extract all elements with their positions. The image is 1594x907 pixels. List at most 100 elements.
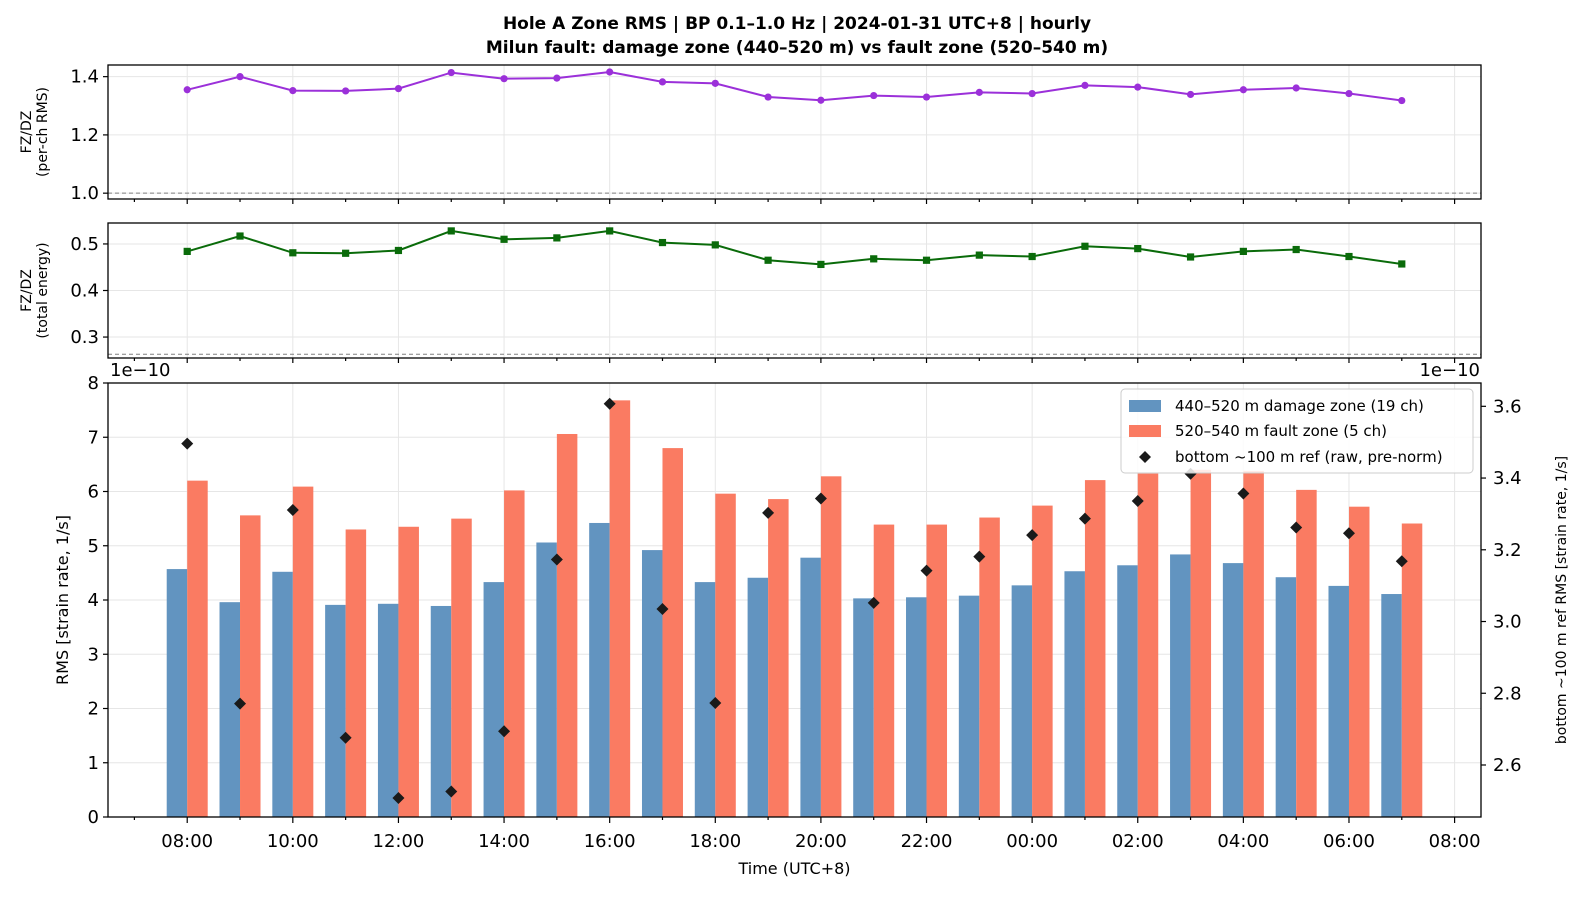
bar-fault-zone bbox=[1032, 505, 1053, 817]
bar-damage-zone bbox=[1011, 585, 1033, 817]
x-tick-label: 06:00 bbox=[1323, 831, 1375, 852]
data-point bbox=[1028, 89, 1036, 98]
y-axis-label-line1: FZ/DZ bbox=[19, 111, 35, 154]
legend: 440–520 m damage zone (19 ch) 520–540 m f… bbox=[1120, 388, 1474, 474]
series-line bbox=[186, 229, 1402, 266]
data-point bbox=[870, 255, 878, 263]
bar-fault-zone bbox=[715, 493, 736, 817]
data-point bbox=[870, 91, 878, 100]
y-tick-label: 0.5 bbox=[70, 234, 99, 255]
bar-fault-zone bbox=[1348, 506, 1370, 817]
x-tick-label: 08:00 bbox=[1429, 831, 1481, 852]
bar-fault-zone bbox=[345, 529, 367, 817]
y-tick-label: 0 bbox=[88, 807, 99, 828]
y-axis-label-line1: FZ/DZ bbox=[19, 269, 35, 312]
ref-diamond-point bbox=[1237, 487, 1250, 500]
bar-fault-zone bbox=[768, 499, 789, 817]
bar-fault-zone bbox=[662, 448, 683, 817]
y-offset-label-right: 1e−10 bbox=[1419, 360, 1480, 381]
x-tick-label: 04:00 bbox=[1217, 831, 1269, 852]
bar-damage-zone bbox=[430, 605, 452, 817]
legend-label-damage-zone: 440–520 m damage zone (19 ch) bbox=[1175, 397, 1424, 415]
y-axis-label-line2: (per-ch RMS) bbox=[35, 87, 51, 177]
data-point bbox=[1134, 245, 1142, 253]
y-tick-label: 0.3 bbox=[70, 327, 99, 348]
bar-fault-zone bbox=[292, 486, 314, 817]
y-tick-label: 1 bbox=[88, 753, 99, 774]
bar-fault-zone bbox=[979, 517, 1000, 817]
bar-fault-zone bbox=[187, 480, 208, 817]
bar-damage-zone bbox=[1275, 577, 1297, 817]
x-tick-label: 14:00 bbox=[478, 831, 530, 852]
ref-diamond-point bbox=[1342, 527, 1355, 540]
ref-diamond-point bbox=[814, 492, 827, 505]
data-point bbox=[1292, 84, 1300, 92]
bar-damage-zone bbox=[1117, 565, 1138, 817]
rms-bar-panel: 0 1 2 3 4 5 6 7 8 2.6 2.8 3.0 3.2 3.4 3.6 08:00 10:00 12:… bbox=[53, 360, 1570, 878]
bar-fault-zone bbox=[609, 400, 631, 817]
bar-damage-zone bbox=[958, 595, 980, 817]
data-point bbox=[711, 241, 719, 249]
data-point bbox=[1292, 245, 1300, 254]
y2-tick-label: 3.4 bbox=[1493, 468, 1522, 489]
data-point bbox=[606, 68, 614, 76]
ref-diamond-point bbox=[762, 506, 775, 519]
data-point bbox=[183, 247, 191, 255]
bar-damage-zone bbox=[641, 550, 663, 817]
ref-diamond-point bbox=[603, 397, 616, 410]
bar-damage-zone bbox=[694, 582, 716, 817]
ref-diamond-point bbox=[709, 696, 722, 709]
y-axis-label-line2: (total energy) bbox=[35, 242, 51, 338]
bar-damage-zone bbox=[800, 557, 821, 817]
data-point bbox=[1028, 252, 1036, 261]
bar-fault-zone bbox=[1190, 469, 1212, 817]
y-tick-label: 6 bbox=[88, 482, 99, 503]
bar-damage-zone bbox=[747, 577, 769, 817]
legend-label-fault-zone: 520–540 m fault zone (5 ch) bbox=[1175, 422, 1387, 440]
bar-damage-zone bbox=[1222, 563, 1244, 817]
data-point bbox=[289, 249, 297, 257]
bar-damage-zone bbox=[1170, 554, 1191, 817]
bar-fault-zone bbox=[1137, 473, 1159, 817]
data-point bbox=[922, 256, 931, 264]
y2-tick-label: 3.6 bbox=[1493, 396, 1522, 417]
data-point bbox=[236, 73, 244, 81]
legend-label-ref: bottom ~100 m ref (raw, pre-norm) bbox=[1175, 448, 1443, 466]
ratio-total-energy-panel: 0.3 0.4 0.5 FZ/DZ (total energy) bbox=[19, 222, 1482, 363]
legend-box bbox=[1120, 388, 1474, 474]
y-tick-label: 7 bbox=[88, 427, 99, 448]
bar-fault-zone bbox=[873, 524, 895, 817]
ref-diamond-point bbox=[1131, 495, 1144, 508]
bar-fault-zone bbox=[398, 526, 419, 817]
bar-fault-zone bbox=[926, 524, 948, 817]
y-tick-label: 1.4 bbox=[70, 67, 99, 88]
data-point bbox=[764, 93, 772, 101]
data-point bbox=[394, 84, 403, 93]
data-point bbox=[236, 232, 244, 240]
ref-diamond-point bbox=[973, 550, 986, 563]
bar-fault-zone bbox=[240, 515, 261, 817]
x-tick-label: 00:00 bbox=[1006, 831, 1058, 852]
y-tick-label: 8 bbox=[88, 373, 99, 394]
y-offset-label-left: 1e−10 bbox=[110, 360, 171, 381]
data-point bbox=[1134, 83, 1142, 91]
ref-diamond-point bbox=[445, 785, 458, 798]
x-tick-label: 20:00 bbox=[795, 831, 847, 852]
data-point bbox=[975, 251, 983, 259]
data-point bbox=[606, 227, 614, 235]
data-point bbox=[1398, 260, 1406, 268]
y-tick-label: 0.4 bbox=[70, 281, 99, 302]
series-line bbox=[186, 70, 1402, 102]
data-point bbox=[500, 75, 508, 83]
bar-fault-zone bbox=[820, 476, 842, 817]
ref-diamond-point bbox=[656, 602, 669, 615]
data-point bbox=[1239, 86, 1247, 94]
data-point bbox=[1186, 253, 1195, 261]
data-point bbox=[342, 249, 350, 257]
bar-damage-zone bbox=[589, 522, 610, 817]
chart-title-line1: Hole A Zone RMS | BP 0.1–1.0 Hz | 2024-0… bbox=[503, 14, 1091, 34]
x-tick-label: 16:00 bbox=[584, 831, 636, 852]
ref-diamond-point bbox=[1290, 521, 1303, 534]
y-tick-label: 1.2 bbox=[70, 125, 99, 146]
data-point bbox=[1081, 81, 1089, 89]
